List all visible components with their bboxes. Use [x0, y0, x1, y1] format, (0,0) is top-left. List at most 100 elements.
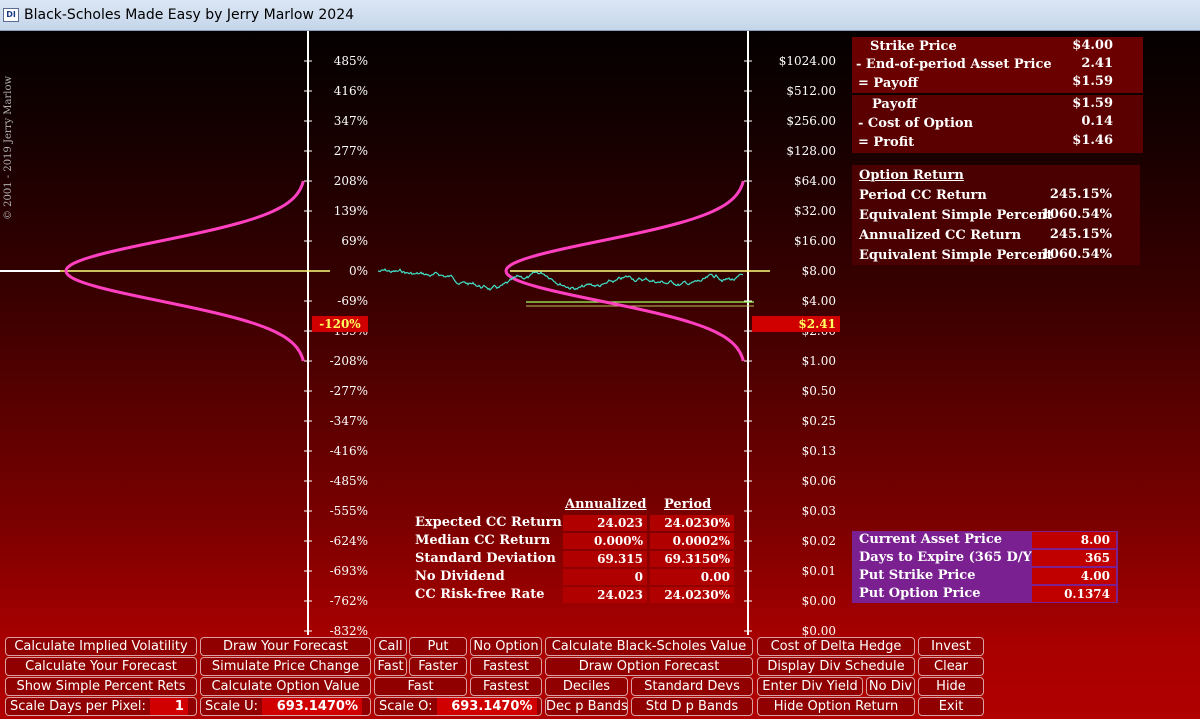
- enter-div-yield-button[interactable]: Enter Div Yield: [757, 677, 863, 696]
- left-axis-tick-label: 416%: [334, 84, 368, 98]
- show-simple-percent-rets-button[interactable]: Show Simple Percent Rets: [5, 677, 197, 696]
- return-row-value: 245.15%: [1049, 187, 1112, 202]
- scale-o-control[interactable]: Scale O: 693.1470%: [374, 697, 542, 716]
- window-title: Black-Scholes Made Easy by Jerry Marlow …: [24, 7, 355, 23]
- right-axis-tick-label: $0.25: [802, 414, 836, 428]
- deciles-button[interactable]: Deciles: [545, 677, 628, 696]
- strike-label: Strike Price: [870, 39, 957, 54]
- stats-annualized-cell: 24.023: [563, 587, 647, 603]
- return-row-label: Equivalent Simple Percent: [859, 248, 1053, 263]
- left-axis-tick-label: -208%: [330, 354, 368, 368]
- cost-of-delta-hedge-button[interactable]: Cost of Delta Hedge: [757, 637, 915, 656]
- put-strike-value[interactable]: 4.00: [1032, 568, 1116, 584]
- left-axis-tick-label: -832%: [330, 624, 368, 638]
- app-icon: DI: [3, 8, 19, 22]
- stats-row-label: Median CC Return: [415, 533, 551, 548]
- left-axis-tick-label: 69%: [341, 234, 368, 248]
- days-to-expire-value[interactable]: 365: [1032, 550, 1116, 566]
- profit-value: $1.46: [1072, 133, 1113, 148]
- left-axis-tick-label: -416%: [330, 444, 368, 458]
- right-axis-tick-label: $32.00: [794, 204, 836, 218]
- payoff-label: = Payoff: [858, 76, 919, 91]
- return-row-value: 1060.54%: [1040, 247, 1112, 262]
- put-strike-label: Put Strike Price: [859, 568, 976, 583]
- std-d-p-bands-button[interactable]: Std D p Bands: [631, 697, 753, 716]
- fast-button[interactable]: Fast: [374, 657, 407, 676]
- simulated-price-path: [377, 268, 744, 291]
- return-row-value: 245.15%: [1049, 227, 1112, 242]
- left-axis-tick-label: 347%: [334, 114, 368, 128]
- calculate-black-scholes-value-button[interactable]: Calculate Black-Scholes Value: [545, 637, 753, 656]
- stats-period-cell: 0.00: [650, 569, 734, 585]
- fast-button-2[interactable]: Fast: [374, 677, 467, 696]
- scale-days-label: Scale Days per Pixel:: [10, 699, 146, 714]
- display-div-schedule-button[interactable]: Display Div Schedule: [757, 657, 915, 676]
- scale-o-label: Scale O:: [379, 699, 433, 714]
- draw-option-forecast-button[interactable]: Draw Option Forecast: [545, 657, 753, 676]
- profit-panel: Payoff $1.59 - Cost of Option 0.14 = Pro…: [852, 95, 1143, 153]
- calculate-option-value-button[interactable]: Calculate Option Value: [200, 677, 371, 696]
- left-axis-tick-label: -69%: [337, 294, 368, 308]
- invest-button[interactable]: Invest: [918, 637, 984, 656]
- simulate-price-change-button[interactable]: Simulate Price Change: [200, 657, 371, 676]
- scale-days-per-pixel-control[interactable]: Scale Days per Pixel: 1: [5, 697, 197, 716]
- standard-devs-button[interactable]: Standard Devs: [631, 677, 753, 696]
- option-return-header: Option Return: [859, 168, 964, 183]
- right-axis-tick-label: $128.00: [786, 144, 836, 158]
- right-axis-tick-label: $64.00: [794, 174, 836, 188]
- cost-value: 0.14: [1081, 114, 1113, 129]
- dec-p-bands-button[interactable]: Dec p Bands: [545, 697, 628, 716]
- stats-period-cell: 24.0230%: [650, 587, 734, 603]
- left-axis-tick-label: -762%: [330, 594, 368, 608]
- title-bar: DI Black-Scholes Made Easy by Jerry Marl…: [0, 0, 1200, 31]
- scale-u-value[interactable]: 693.1470%: [262, 698, 363, 715]
- calculate-your-forecast-button[interactable]: Calculate Your Forecast: [5, 657, 197, 676]
- put-option-price-label: Put Option Price: [859, 586, 981, 601]
- faster-button[interactable]: Faster: [409, 657, 467, 676]
- call-button[interactable]: Call: [374, 637, 407, 656]
- profit-payoff-value: $1.59: [1072, 96, 1113, 111]
- calculate-implied-volatility-button[interactable]: Calculate Implied Volatility: [5, 637, 197, 656]
- stats-period-cell: 0.0002%: [650, 533, 734, 549]
- scale-days-value[interactable]: 1: [149, 698, 188, 715]
- put-button[interactable]: Put: [409, 637, 467, 656]
- clear-button[interactable]: Clear: [918, 657, 984, 676]
- stats-annualized-cell: 69.315: [563, 551, 647, 567]
- right-axis-tick-label: $16.00: [794, 234, 836, 248]
- scale-u-label: Scale U:: [205, 699, 259, 714]
- left-axis-tick-label: 485%: [334, 54, 368, 68]
- hide-option-return-button[interactable]: Hide Option Return: [757, 697, 915, 716]
- right-axis-tick-label: $0.13: [802, 444, 836, 458]
- draw-your-forecast-button[interactable]: Draw Your Forecast: [200, 637, 371, 656]
- scale-o-value[interactable]: 693.1470%: [436, 698, 537, 715]
- exit-button[interactable]: Exit: [918, 697, 984, 716]
- stats-period-cell: 24.0230%: [650, 515, 734, 531]
- statistics-panel: Annualized Period Expected CC Return 24.…: [408, 495, 736, 605]
- no-option-button[interactable]: No Option: [470, 637, 542, 656]
- scale-u-control[interactable]: Scale U: 693.1470%: [200, 697, 371, 716]
- stats-col-annualized: Annualized: [565, 497, 647, 512]
- days-to-expire-label: Days to Expire (365 D/Y): [859, 550, 1038, 565]
- end-price-label: - End-of-period Asset Price: [856, 57, 1052, 72]
- left-axis-tick-label: -277%: [330, 384, 368, 398]
- left-axis-tick-label: -693%: [330, 564, 368, 578]
- right-axis-tick-label: $1.00: [802, 354, 836, 368]
- right-axis-tick-label: $8.00: [802, 264, 836, 278]
- right-axis-tick-label: $1024.00: [779, 54, 836, 68]
- left-return-marker: -120%: [312, 316, 368, 332]
- left-axis-tick-label: -485%: [330, 474, 368, 488]
- stats-annualized-cell: 24.023: [563, 515, 647, 531]
- right-axis-tick-label: $0.00: [802, 594, 836, 608]
- stats-row-label: Standard Deviation: [415, 551, 556, 566]
- left-axis-tick-label: 277%: [334, 144, 368, 158]
- fastest-button-2[interactable]: Fastest: [470, 677, 542, 696]
- hide-button[interactable]: Hide: [918, 677, 984, 696]
- stats-annualized-cell: 0: [563, 569, 647, 585]
- current-asset-price-value[interactable]: 8.00: [1032, 532, 1116, 548]
- right-price-marker: $2.41: [752, 316, 840, 332]
- strike-value: $4.00: [1072, 38, 1113, 53]
- left-distribution-curve: [64, 180, 305, 362]
- profit-payoff-label: Payoff: [872, 97, 917, 112]
- no-div-button[interactable]: No Div: [866, 677, 915, 696]
- fastest-button[interactable]: Fastest: [470, 657, 542, 676]
